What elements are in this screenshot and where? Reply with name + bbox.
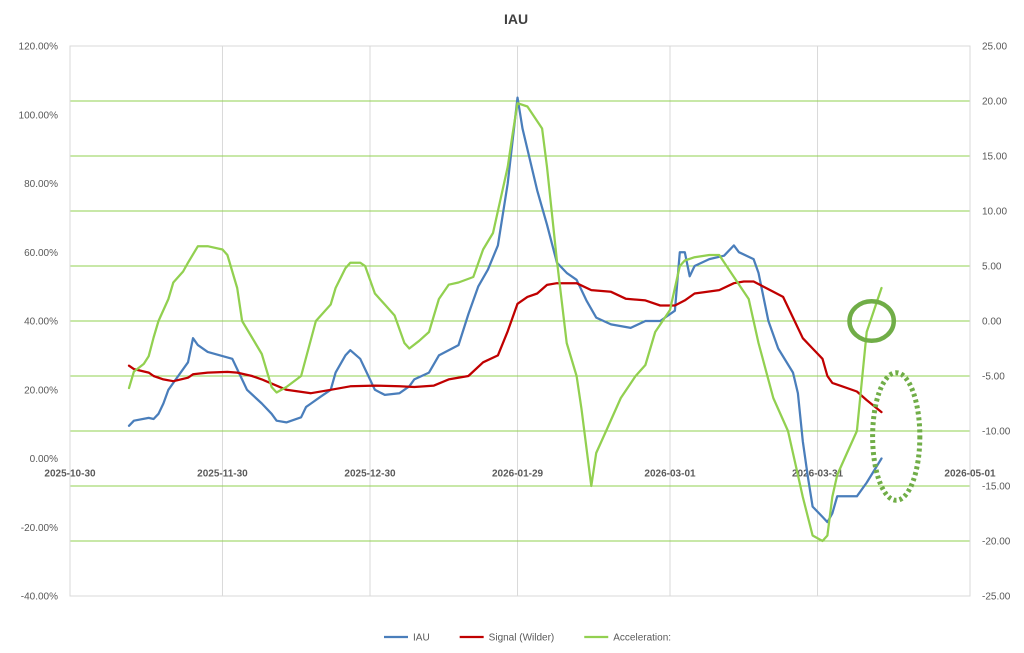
legend-label: Acceleration:: [613, 633, 671, 644]
legend-label: IAU: [413, 633, 430, 644]
plot-area: [69, 45, 971, 597]
left-tick-label: 0.00%: [30, 454, 58, 465]
left-tick-label: 60.00%: [24, 248, 58, 259]
left-axis-ticks: -40.00% -20.00% 0.00% 20.00% 40.00% 60.00% 80.…: [19, 42, 59, 603]
x-tick-label: 2025-11-30: [197, 469, 248, 480]
x-tick-label: 2026-03-31: [792, 469, 844, 480]
legend-label: Signal (Wilder): [489, 633, 555, 644]
x-tick-label: 2026-03-01: [644, 469, 696, 480]
x-tick-label: 2026-01-29: [492, 469, 544, 480]
left-tick-label: -40.00%: [21, 592, 58, 603]
legend: IAU Signal (Wilder) Acceleration:: [384, 633, 671, 644]
chart-title: IAU: [504, 11, 528, 27]
right-tick-label: 15.00: [982, 152, 1007, 163]
series-iau: [127, 96, 883, 524]
right-tick-label: -5.00: [982, 372, 1005, 383]
series-signal-wilder: [127, 280, 883, 414]
right-tick-label: 5.00: [982, 262, 1002, 273]
x-tick-label: 2025-12-30: [344, 469, 396, 480]
left-tick-label: 20.00%: [24, 385, 58, 396]
left-tick-label: 100.00%: [19, 110, 59, 121]
series-lines: [127, 96, 883, 543]
annotations: [847, 298, 923, 503]
left-tick-label: 40.00%: [24, 317, 58, 328]
right-tick-label: 0.00: [982, 317, 1002, 328]
right-tick-label: -10.00: [982, 427, 1011, 438]
right-tick-label: 10.00: [982, 207, 1007, 218]
right-tick-label: -20.00: [982, 537, 1011, 548]
circle-annotation: [847, 298, 897, 344]
gridlines: [69, 46, 971, 596]
right-tick-label: -25.00: [982, 592, 1011, 603]
x-tick-label: 2026-05-01: [944, 469, 996, 480]
left-tick-label: -20.00%: [21, 523, 58, 534]
right-axis-ticks: -25.00 -20.00 -15.00 -10.00 -5.00 0.00 5.00 10.…: [982, 42, 1011, 603]
series-acceleration: [127, 102, 883, 543]
x-axis-ticks: 2025-10-30 2025-11-30 2025-12-30 2026-01-29…: [44, 469, 996, 480]
right-tick-label: 20.00: [982, 97, 1007, 108]
right-tick-label: 25.00: [982, 42, 1007, 53]
dotted-ellipse-annotation: [870, 370, 923, 503]
left-tick-label: 120.00%: [19, 42, 59, 53]
left-tick-label: 80.00%: [24, 179, 58, 190]
plot-border: [69, 45, 971, 597]
right-tick-label: -15.00: [982, 482, 1011, 493]
x-tick-label: 2025-10-30: [44, 469, 96, 480]
